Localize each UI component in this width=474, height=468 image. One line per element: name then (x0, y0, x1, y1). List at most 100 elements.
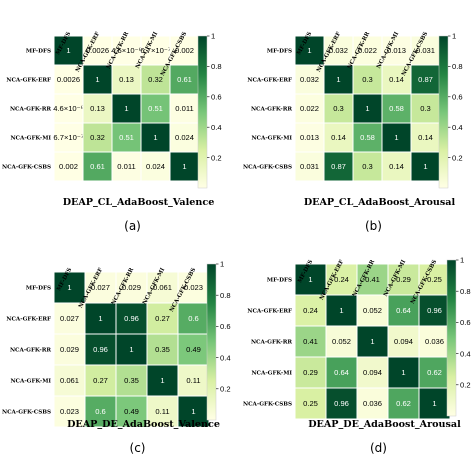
cell-value-label: 0.25 (303, 399, 318, 408)
cell-value-label: 1 (191, 407, 195, 416)
cell-value-label: 0.031 (416, 46, 435, 55)
row-label: NCA-GFK-ERF (247, 309, 292, 315)
colorbar-tick-label: 0.6 (211, 93, 222, 102)
cell-value-label: 0.094 (363, 368, 382, 377)
heatmap-cell (418, 263, 451, 296)
heatmap-cell (418, 387, 451, 420)
heatmap-cell (294, 151, 325, 182)
heatmap-cell (140, 64, 171, 95)
chart-title: DEAP_DE_AdaBoost_Valence (67, 419, 220, 430)
cell-value-label: 0.3 (362, 162, 373, 171)
cell-value-label: 1 (339, 306, 343, 315)
heatmap-cell (177, 271, 210, 304)
heatmap-cell (53, 302, 86, 335)
row-label: MF-DFS (26, 286, 51, 292)
heatmap-cell (418, 294, 451, 327)
cell-value-label: 0.094 (394, 337, 413, 346)
cell-value-label: 1 (401, 368, 405, 377)
colorbar-tick-label: 1 (460, 256, 464, 265)
colorbar-tick-label: 0.4 (452, 123, 463, 132)
cell-value-label: 0.24 (334, 275, 349, 284)
cell-value-label: 0.013 (387, 46, 406, 55)
heatmap-cell (410, 35, 441, 66)
cell-value-label: 0.96 (334, 399, 349, 408)
cell-value-label: 0.64 (396, 306, 411, 315)
chart-title: DEAP_CL_AdaBoost_Valence (63, 197, 215, 208)
row-label: NCA-GFK-MI (10, 136, 51, 142)
row-label: NCA-GFK-MI (10, 379, 51, 385)
colorbar-tick-label: 0.6 (452, 93, 463, 102)
heatmap-cell (82, 122, 113, 153)
cell-value-label: 0.13 (90, 104, 105, 113)
cell-value-label: 0.024 (175, 133, 194, 142)
heatmap-cell (387, 387, 420, 420)
cell-value-label: 0.27 (155, 314, 170, 323)
heatmap-cell (53, 93, 84, 124)
heatmap-cell (387, 356, 420, 389)
colorbar (446, 259, 457, 417)
heatmap-cell (82, 64, 113, 95)
cell-value-label: 0.023 (184, 283, 203, 292)
cell-value-label: 1 (308, 275, 312, 284)
cell-value-label: 0.41 (303, 337, 318, 346)
row-label: MF-DFS (267, 278, 292, 284)
colorbar-tick-label: 0.6 (220, 322, 231, 331)
chart-title: DEAP_CL_AdaBoost_Arousal (304, 197, 456, 208)
cell-value-label: 1 (66, 46, 70, 55)
cell-value-label: 0.61 (90, 162, 105, 171)
cell-value-label: 0.11 (155, 407, 169, 416)
cell-value-label: 0.002 (59, 162, 78, 171)
colorbar-tick-label: 0.6 (460, 318, 471, 327)
cell-value-label: 1 (182, 162, 186, 171)
cell-value-label: 0.58 (389, 104, 404, 113)
cell-value-label: 0.0026 (86, 46, 109, 55)
heatmap-cell (146, 271, 179, 304)
colorbar-tick-label: 0.2 (211, 153, 222, 162)
cell-value-label: 0.024 (146, 162, 165, 171)
heatmap-cell (115, 395, 148, 428)
row-label: NCA-GFK-ERF (247, 78, 292, 84)
heatmap-cell (82, 93, 113, 124)
row-label: NCA-GFK-RR (251, 340, 292, 346)
cell-value-label: 0.11 (186, 376, 200, 385)
cell-value-label: 0.032 (300, 75, 319, 84)
cell-value-label: 0.27 (93, 376, 108, 385)
cell-value-label: 0.96 (124, 314, 139, 323)
heatmap-cell (356, 387, 389, 420)
heatmap-cell (169, 122, 200, 153)
heatmap-cell (294, 122, 325, 153)
heatmap-cell (356, 263, 389, 296)
heatmap-cell (53, 122, 84, 153)
heatmap-cell (140, 35, 171, 66)
cell-value-label: 0.35 (124, 376, 139, 385)
heatmap-cell (177, 302, 210, 335)
heatmap-cell (82, 151, 113, 182)
heatmap-cell (352, 122, 383, 153)
cell-value-label: 1 (124, 104, 128, 113)
chart-title: DEAP_DE_AdaBoost_Arousal (308, 419, 461, 430)
colorbar-tick-label: 0.2 (452, 153, 463, 162)
cell-value-label: 1 (95, 75, 99, 84)
cell-value-label: 0.011 (117, 162, 135, 171)
cell-value-label: 0.87 (331, 162, 346, 171)
heatmap-cell (111, 64, 142, 95)
row-label: NCA-GFK-MI (251, 136, 292, 142)
heatmap-cell (323, 35, 354, 66)
cell-value-label: 0.32 (90, 133, 105, 142)
heatmap-cell (115, 333, 148, 366)
heatmap-cell (294, 64, 325, 95)
heatmap-cell (53, 35, 84, 66)
row-label: MF-DFS (267, 49, 292, 55)
cell-value-label: 0.052 (363, 306, 382, 315)
colorbar-tick-label: 0.2 (220, 385, 231, 394)
cell-value-label: 0.24 (303, 306, 318, 315)
heatmap-cell (325, 294, 358, 327)
cell-value-label: 0.14 (389, 162, 404, 171)
cell-value-label: 6.7×10⁻⁷ (140, 46, 170, 55)
panel-caption: (c) (130, 441, 146, 455)
cell-value-label: 0.027 (60, 314, 79, 323)
heatmap-cell (294, 325, 327, 358)
cell-value-label: 0.41 (365, 275, 380, 284)
